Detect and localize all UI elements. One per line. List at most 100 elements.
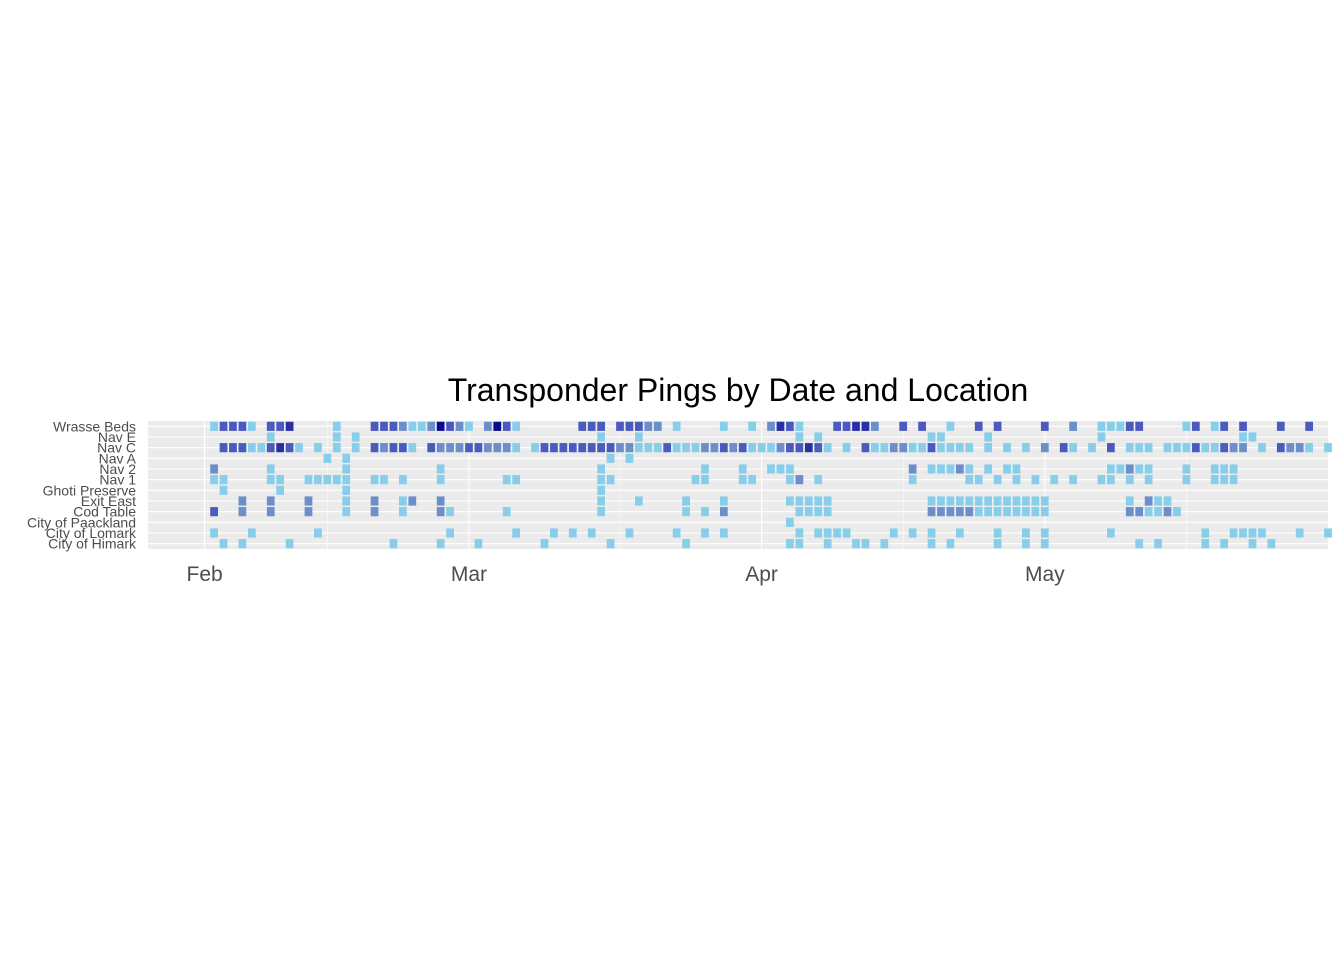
heatmap-cell [1116,421,1125,431]
heatmap-cell [370,507,379,517]
heatmap-cell [918,421,926,431]
heatmap-cell [1125,421,1134,431]
heatmap-cell [1107,464,1115,474]
heatmap-cell [417,421,426,431]
heatmap-cell [389,539,398,549]
heatmap-cell [512,421,521,431]
heatmap-cell [1144,507,1153,517]
heatmap-cell [1229,443,1238,453]
heatmap-cell [238,539,247,549]
x-tick-label: Apr [745,563,778,586]
x-tick-label: Mar [451,563,487,586]
heatmap-cell [446,421,454,431]
heatmap-cell [342,507,351,517]
heatmap-cell [1040,496,1049,506]
heatmap-cell [1069,475,1077,485]
heatmap-cell [1220,464,1229,474]
heatmap-cell [1182,443,1191,453]
heatmap-cell [1182,475,1191,485]
heatmap-cell [965,443,974,453]
heatmap-cell [927,539,936,549]
heatmap-cell [314,528,322,538]
heatmap-cell [332,432,341,442]
heatmap-cell [1003,496,1011,506]
heatmap-cell [342,464,351,474]
heatmap-cell [323,475,332,485]
heatmap-cell [455,421,464,431]
heatmap-cell [701,443,709,453]
heatmap-cell [663,443,672,453]
heatmap-cell [823,496,832,506]
heatmap-cell [833,421,841,431]
heatmap-cell [786,496,794,506]
heatmap-cell [380,421,388,431]
heatmap-cell [1229,528,1238,538]
heatmap-cell [597,496,605,506]
heatmap-cell [559,443,568,453]
heatmap-cell [889,443,898,453]
heatmap-cell [1135,464,1144,474]
heatmap-cell [1003,507,1011,517]
heatmap-cell [1210,443,1219,453]
heatmap-cell [502,443,511,453]
heatmap-cell [1040,528,1049,538]
heatmap-cell [937,507,945,517]
heatmap-cell [295,443,303,453]
heatmap-cell [1191,421,1200,431]
heatmap-cell [927,432,936,442]
heatmap-cell [219,539,228,549]
heatmap-cell [304,507,313,517]
heatmap-cell [984,432,993,442]
heatmap-cell [1022,539,1030,549]
heatmap-cell [1135,443,1144,453]
heatmap-cell [1012,496,1021,506]
heatmap-cell [1163,443,1172,453]
heatmap-cell [908,464,917,474]
heatmap-cell [984,464,993,474]
heatmap-cell [955,507,964,517]
heatmap-cell [1239,432,1247,442]
heatmap-cell [399,496,407,506]
heatmap-cell [1229,475,1238,485]
heatmap-cell [1220,443,1229,453]
heatmap-cell [653,443,662,453]
heatmap-cell [955,528,964,538]
heatmap-cell [691,443,700,453]
heatmap-cell [1088,443,1096,453]
heatmap-cell [861,421,870,431]
heatmap-cell [502,421,511,431]
heatmap-cell [1220,539,1229,549]
heatmap-cell [672,421,681,431]
heatmap-cell [965,496,974,506]
heatmap-cell [1144,464,1153,474]
heatmap-cell [719,507,728,517]
heatmap-cell [795,432,804,442]
heatmap-cell [1182,421,1191,431]
heatmap-cell [1210,464,1219,474]
heatmap-cell [1135,507,1144,517]
heatmap-cell [946,507,955,517]
heatmap-cell [1154,539,1162,549]
heatmap-cell [1125,464,1134,474]
heatmap-cell [1107,421,1115,431]
heatmap-cell [512,443,521,453]
heatmap-cell [899,421,908,431]
heatmap-cell [1040,443,1049,453]
heatmap-cell [804,507,813,517]
heatmap-cell [332,475,341,485]
heatmap-cell [276,421,285,431]
heatmap-cell [823,539,832,549]
heatmap-cell [927,507,936,517]
heatmap-cell [210,507,218,517]
heatmap-cell [776,443,785,453]
heatmap-cell [701,475,709,485]
heatmap-cell [1248,539,1257,549]
heatmap-cell [1022,528,1030,538]
y-tick-label: Ghoti Preserve [43,482,137,498]
heatmap-cell [776,464,785,474]
heatmap-cell [955,443,964,453]
heatmap-cell [899,443,908,453]
heatmap-cell [266,464,275,474]
heatmap-cell [635,496,643,506]
heatmap-cell [946,421,955,431]
